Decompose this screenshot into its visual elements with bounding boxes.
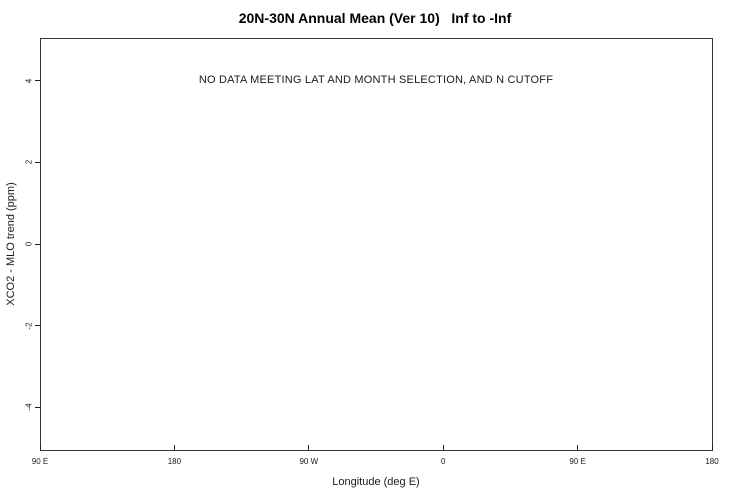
x-axis-tick-label: 180	[705, 457, 719, 466]
x-axis-tick-mark	[308, 445, 310, 450]
chart-title: 20N-30N Annual Mean (Ver 10) Inf to -Inf	[238, 10, 512, 26]
y-axis-tick-mark	[35, 243, 40, 245]
x-axis-title: Longitude (deg E)	[332, 476, 420, 488]
y-axis-tick-mark	[35, 406, 40, 408]
x-axis-tick-mark	[39, 445, 41, 450]
x-axis-tick-label: 90 W	[299, 457, 319, 466]
y-axis-tick-label: -2	[24, 322, 34, 330]
plot-area	[40, 38, 713, 451]
x-axis-tick-label: 90 E	[31, 457, 49, 466]
x-axis-tick-mark	[577, 445, 579, 450]
x-axis-tick-label: 180	[167, 457, 182, 466]
y-axis-tick-mark	[35, 161, 40, 163]
x-axis-tick-label: 0	[440, 457, 446, 466]
y-axis-tick-label: 4	[24, 78, 34, 84]
y-axis-tick-mark	[35, 325, 40, 327]
y-axis-title: XCO2 - MLO trend (ppm)	[5, 182, 17, 306]
y-axis-tick-mark	[35, 80, 40, 82]
x-axis-tick-mark	[442, 445, 444, 450]
x-axis-tick-mark	[173, 445, 175, 450]
y-axis-tick-label: -4	[24, 403, 34, 411]
x-axis-tick-label: 90 E	[569, 457, 586, 466]
no-data-message: NO DATA MEETING LAT AND MONTH SELECTION,…	[198, 74, 554, 86]
x-axis-tick-mark	[711, 445, 713, 450]
y-axis-tick-label: 2	[24, 160, 34, 165]
y-axis-tick-label: 0	[24, 241, 34, 247]
